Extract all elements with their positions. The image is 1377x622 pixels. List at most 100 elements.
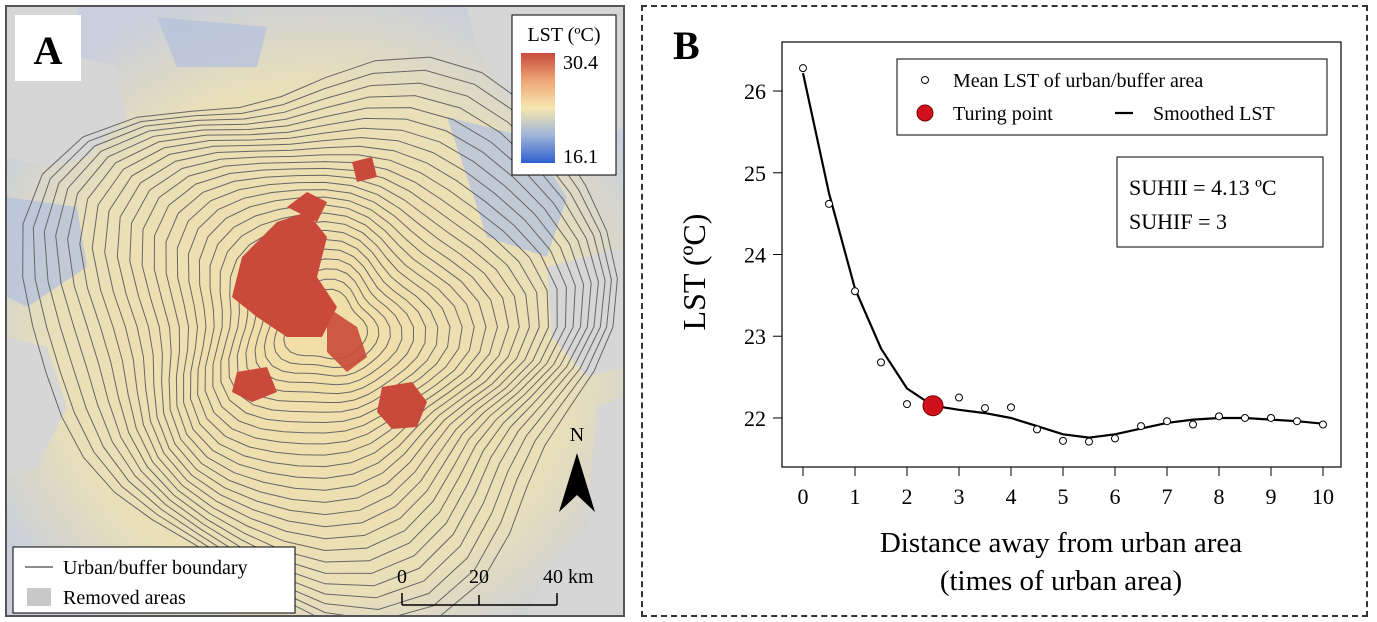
- legend-mean-label: Mean LST of urban/buffer area: [953, 70, 1203, 92]
- buffer-ring: [220, 220, 451, 424]
- scale-bar: 0 20 40 km: [397, 566, 594, 606]
- legend-mean-marker: [921, 76, 929, 84]
- buffer-ring: [176, 181, 510, 479]
- buffer-ring: [91, 127, 576, 563]
- removed-area-swatch: [27, 588, 51, 606]
- legend-color-bar: [521, 53, 555, 163]
- x-tick-label: 1: [850, 484, 861, 509]
- y-tick-label: 25: [744, 161, 766, 186]
- x-tick-label: 0: [798, 484, 809, 509]
- north-label: N: [570, 424, 584, 446]
- legend-title: LST (ºC): [527, 24, 600, 46]
- buffer-ring: [55, 95, 599, 599]
- mean-lst-point: [1137, 422, 1145, 431]
- x-tick-label: 8: [1214, 484, 1225, 509]
- x-tick-label: 5: [1058, 484, 1069, 509]
- map-legend: Urban/buffer boundary Removed areas: [12, 546, 296, 614]
- mean-lst-point: [1007, 403, 1015, 412]
- buffer-ring: [32, 69, 612, 615]
- x-tick-label: 4: [1006, 484, 1017, 509]
- suhii-value: SUHII = 4.13 ºC: [1129, 175, 1277, 200]
- buffer-ring: [104, 136, 567, 552]
- lst-color-legend: LST (ºC) 30.4 16.1: [511, 14, 617, 176]
- buffer-ring: [141, 161, 540, 516]
- mean-lst-point: [1189, 420, 1197, 429]
- legend-smoothed-label: Smoothed LST: [1153, 103, 1275, 125]
- lst-map: A LST (ºC) 30.4 16.1 N 0 20 40 km: [7, 7, 623, 615]
- mean-lst-point: [1059, 436, 1067, 445]
- panel-b-chart: B 0 1 2 3 4 5 6 7 8 9 10 22 23 24 25 26 Distance away …: [641, 5, 1368, 617]
- suhif-value: SUHIF = 3: [1129, 209, 1227, 234]
- legend-turning-marker: [916, 104, 934, 122]
- mean-lst-point: [903, 400, 911, 409]
- x-tick-label: 9: [1266, 484, 1277, 509]
- x-tick-label: 3: [954, 484, 965, 509]
- legend-min-value: 16.1: [563, 146, 598, 168]
- mean-lst-point: [1111, 434, 1119, 443]
- scale-label-0: 0: [397, 566, 407, 588]
- buffer-ring: [129, 154, 550, 528]
- mean-lst-point: [1215, 412, 1223, 421]
- mean-lst-point: [1319, 420, 1327, 429]
- mean-lst-point: [851, 287, 859, 296]
- x-tick-label: 10: [1312, 484, 1334, 509]
- buffer-ring: [153, 167, 531, 503]
- mean-lst-point: [981, 404, 989, 413]
- scale-label-20: 20: [469, 566, 489, 588]
- smoothed-lst-line: [801, 72, 1324, 439]
- buffer-ring: [79, 117, 585, 574]
- buffer-ring: [67, 107, 592, 587]
- buffer-ring: [263, 268, 391, 377]
- x-axis-label: Distance away from urban area: [880, 527, 1242, 559]
- urban-hot-cores: [232, 157, 427, 429]
- turning-point-marker: [922, 395, 944, 417]
- buffer-ring: [43, 82, 606, 611]
- mean-lst-point: [825, 199, 833, 208]
- stats-box: SUHII = 4.13 ºC SUHIF = 3: [1116, 156, 1324, 248]
- x-tick-label: 7: [1162, 484, 1173, 509]
- buffer-ring: [165, 174, 520, 491]
- buffer-ring: [116, 145, 558, 540]
- buffer-ring: [187, 189, 499, 468]
- mean-lst-point: [1241, 413, 1249, 422]
- buffer-ring: [204, 204, 475, 445]
- buffer-ring: [245, 248, 415, 395]
- buffer-ring: [228, 229, 439, 413]
- panel-a-map: A LST (ºC) 30.4 16.1 N 0 20 40 km: [5, 5, 625, 617]
- mean-lst-point: [1267, 413, 1275, 422]
- x-tick-label: 2: [902, 484, 913, 509]
- buffer-ring: [22, 56, 618, 615]
- mean-lst-point: [799, 64, 807, 73]
- chart-legend: Mean LST of urban/buffer area Turing poi…: [896, 58, 1328, 136]
- mean-lst-point: [1163, 417, 1171, 426]
- buffer-ring: [197, 196, 487, 456]
- mean-lst-point: [1293, 417, 1301, 426]
- y-tick-label: 23: [744, 324, 766, 349]
- y-tick-label: 22: [744, 406, 766, 431]
- y-axis: 22 23 24 25 26: [744, 79, 782, 431]
- y-axis-label: LST (ºC): [676, 214, 712, 331]
- mean-lst-point: [1085, 437, 1093, 446]
- buffer-boundary-rings: [22, 56, 618, 615]
- x-tick-label: 6: [1110, 484, 1121, 509]
- x-axis: 0 1 2 3 4 5 6 7 8 9 10: [798, 467, 1334, 509]
- legend-max-value: 30.4: [563, 52, 598, 74]
- mean-lst-point: [877, 358, 885, 367]
- buffer-ring: [254, 258, 403, 386]
- y-tick-label: 26: [744, 79, 766, 104]
- removed-legend-label: Removed areas: [63, 587, 186, 609]
- buffer-ring: [236, 238, 427, 403]
- mean-lst-points: [799, 64, 1327, 446]
- panel-a-letter: A: [34, 28, 63, 73]
- boundary-legend-label: Urban/buffer boundary: [63, 557, 248, 579]
- legend-turning-label: Turing point: [953, 103, 1053, 125]
- scale-label-40: 40 km: [543, 566, 594, 588]
- x-axis-label-line2: (times of urban area): [940, 565, 1182, 597]
- mean-lst-point: [955, 393, 963, 402]
- north-arrow-icon: N: [559, 424, 595, 512]
- y-tick-label: 24: [744, 243, 766, 268]
- panel-b-letter: B: [673, 23, 700, 68]
- panel-a-letter-box: [15, 15, 81, 81]
- mean-lst-point: [1033, 425, 1041, 434]
